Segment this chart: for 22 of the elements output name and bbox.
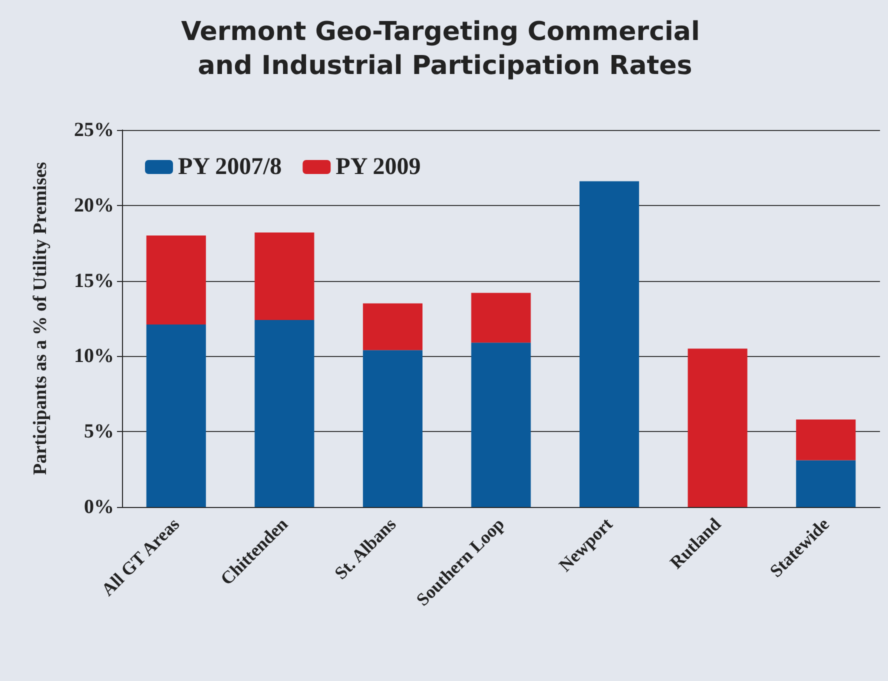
y-tick-label: 15% <box>74 270 114 292</box>
bar <box>580 181 640 507</box>
bar <box>796 420 856 460</box>
y-tick-label: 0% <box>84 496 114 518</box>
bar <box>688 348 748 507</box>
bar <box>146 236 206 325</box>
bar <box>362 350 422 507</box>
y-tick-label: 10% <box>74 345 114 368</box>
bar <box>146 324 206 507</box>
bar <box>362 303 422 350</box>
legend-label: PY 2007/8 <box>178 154 282 180</box>
y-tick-label: 20% <box>74 194 114 216</box>
bar <box>471 342 531 507</box>
bar <box>796 460 856 507</box>
y-axis-title: Participants as a % of Utility Premises <box>30 162 51 476</box>
bar <box>254 232 314 320</box>
bar <box>471 292 531 343</box>
chart-title: Vermont Geo-Targeting Commercial and Industrial Participation Rates <box>181 17 709 81</box>
y-tick-label: 5% <box>84 420 114 443</box>
bar <box>254 320 314 507</box>
y-tick-label: 25% <box>74 119 114 141</box>
legend-label: PY 2009 <box>336 154 421 180</box>
